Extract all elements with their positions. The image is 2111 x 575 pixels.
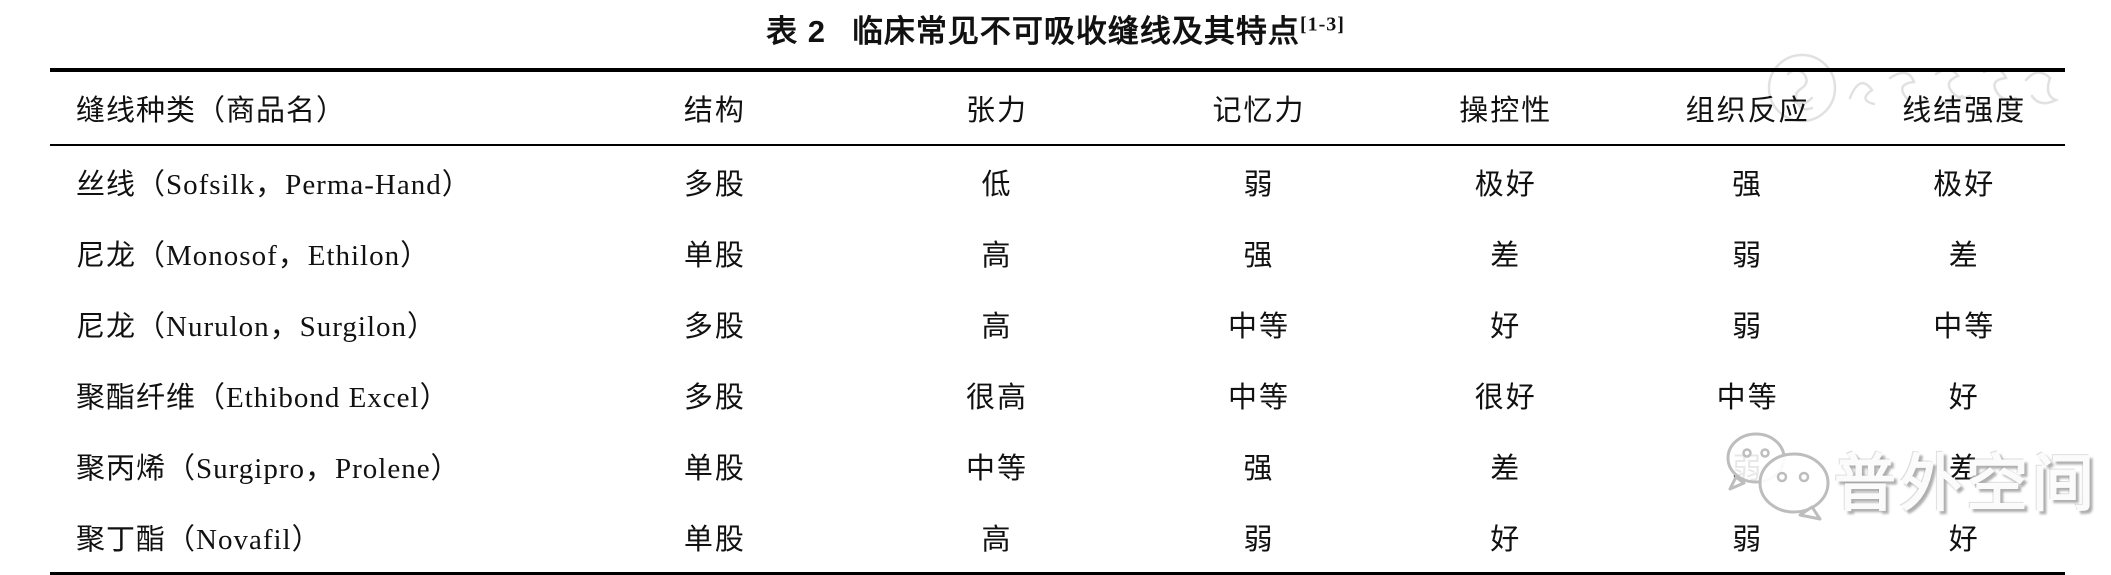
cell-structure: 单股 bbox=[683, 523, 746, 556]
cell-structure: 多股 bbox=[683, 381, 746, 414]
cell-knot-strength: 中等 bbox=[1933, 310, 1996, 343]
header-structure: 结构 bbox=[683, 95, 746, 127]
cell-knot-strength: 好 bbox=[1948, 523, 1980, 556]
reference-superscript: [1-3] bbox=[1299, 13, 1345, 36]
cell-tension: 中等 bbox=[966, 452, 1029, 485]
cell-suture-type: 聚丙烯（Surgipro，Prolene） bbox=[76, 452, 461, 485]
cell-handling: 好 bbox=[1490, 310, 1522, 343]
cell-handling: 差 bbox=[1490, 452, 1522, 485]
cell-tissue-reaction: 强 bbox=[1732, 168, 1764, 201]
header-tissue-reaction: 组织反应 bbox=[1685, 95, 1810, 127]
header-handling: 操控性 bbox=[1459, 95, 1553, 127]
table-row: 聚丁酯（Novafil） 单股 高 弱 好 弱 好 bbox=[50, 501, 2065, 574]
cell-memory: 强 bbox=[1243, 239, 1275, 272]
cell-suture-type: 尼龙（Monosof，Ethilon） bbox=[76, 239, 431, 272]
cell-structure: 单股 bbox=[683, 239, 746, 272]
header-suture-type: 缝线种类（商品名） bbox=[76, 95, 347, 127]
cell-handling: 极好 bbox=[1474, 168, 1537, 201]
table-row: 尼龙（Monosof，Ethilon） 单股 高 强 差 弱 差 bbox=[50, 217, 2065, 288]
table-row: 丝线（Sofsilk，Perma-Hand） 多股 低 弱 极好 强 极好 bbox=[50, 145, 2065, 217]
cell-tension: 高 bbox=[981, 310, 1013, 343]
cell-structure: 多股 bbox=[683, 310, 746, 343]
cell-knot-strength: 极好 bbox=[1933, 168, 1996, 201]
table-row: 尼龙（Nurulon，Surgilon） 多股 高 中等 好 弱 中等 bbox=[50, 288, 2065, 359]
cell-tissue-reaction: 弱 bbox=[1732, 310, 1764, 343]
cell-memory: 中等 bbox=[1227, 381, 1290, 414]
header-row: 缝线种类（商品名） 结构 张力 记忆力 操控性 组织反应 线结强度 bbox=[50, 70, 2065, 145]
table-row: 聚酯纤维（Ethibond Excel） 多股 很高 中等 很好 中等 好 bbox=[50, 359, 2065, 430]
table-title-text: 临床常见不可吸收缝线及其特点 bbox=[851, 14, 1300, 49]
cell-memory: 强 bbox=[1243, 452, 1275, 485]
cell-suture-type: 聚酯纤维（Ethibond Excel） bbox=[76, 381, 450, 414]
cell-knot-strength: 好 bbox=[1948, 381, 1980, 414]
cell-suture-type: 尼龙（Nurulon，Surgilon） bbox=[76, 310, 438, 343]
cell-knot-strength: 差 bbox=[1948, 239, 1980, 272]
cell-tension: 高 bbox=[981, 239, 1013, 272]
cell-handling: 好 bbox=[1490, 523, 1522, 556]
cell-tissue-reaction: 中等 bbox=[1716, 381, 1779, 414]
cell-tension: 很高 bbox=[966, 381, 1029, 414]
cell-tissue-reaction: 弱 bbox=[1732, 452, 1764, 485]
cell-structure: 单股 bbox=[683, 452, 746, 485]
cell-memory: 中等 bbox=[1227, 310, 1290, 343]
header-knot-strength: 线结强度 bbox=[1902, 95, 2027, 127]
cell-memory: 弱 bbox=[1243, 523, 1275, 556]
cell-tension: 低 bbox=[981, 168, 1013, 201]
header-tension: 张力 bbox=[966, 95, 1029, 127]
table-title: 表 2 临床常见不可吸收缝线及其特点[1-3] bbox=[0, 6, 2111, 51]
cell-structure: 多股 bbox=[683, 168, 746, 201]
cell-suture-type: 丝线（Sofsilk，Perma-Hand） bbox=[76, 168, 472, 201]
suture-table: 缝线种类（商品名） 结构 张力 记忆力 操控性 组织反应 线结强度 丝线（Sof… bbox=[50, 68, 2065, 575]
cell-memory: 弱 bbox=[1243, 168, 1275, 201]
cell-tissue-reaction: 弱 bbox=[1732, 239, 1764, 272]
cell-suture-type: 聚丁酯（Novafil） bbox=[76, 523, 322, 556]
table-number: 表 2 bbox=[766, 14, 826, 49]
cell-tissue-reaction: 弱 bbox=[1732, 523, 1764, 556]
cell-handling: 很好 bbox=[1474, 381, 1537, 414]
header-memory: 记忆力 bbox=[1212, 95, 1306, 127]
cell-tension: 高 bbox=[981, 523, 1013, 556]
table-row: 聚丙烯（Surgipro，Prolene） 单股 中等 强 差 弱 差 bbox=[50, 430, 2065, 501]
cell-knot-strength: 差 bbox=[1948, 452, 1980, 485]
cell-handling: 差 bbox=[1490, 239, 1522, 272]
